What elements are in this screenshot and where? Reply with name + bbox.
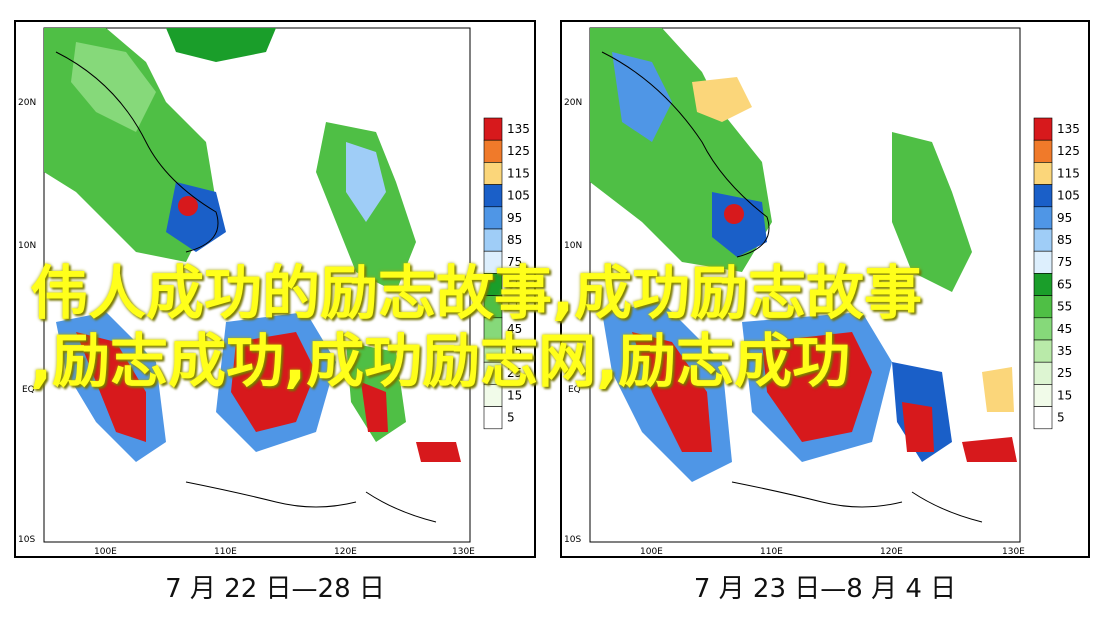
legend-swatch xyxy=(1033,162,1053,185)
map-panel-right: 20N 10N EQ 10S 100E 110E 120E 130E 135 12… xyxy=(560,20,1090,558)
legend-label: 85 xyxy=(507,233,522,247)
precip-field xyxy=(44,28,461,462)
legend-label: 65 xyxy=(507,277,522,291)
legend-label: 115 xyxy=(1057,166,1080,180)
caption-left: 7 月 22 日—28 日 xyxy=(165,574,385,604)
legend-label: 75 xyxy=(1057,255,1072,269)
lat-label: 20N xyxy=(18,98,36,108)
legend-swatch xyxy=(483,406,503,430)
legend-label: 5 xyxy=(507,411,515,425)
legend-swatch xyxy=(483,117,503,141)
legend-swatch xyxy=(483,339,503,363)
lon-label: 110E xyxy=(760,547,783,556)
legend-label: 25 xyxy=(1057,366,1072,380)
legend-label: 25 xyxy=(507,366,522,380)
coastlines xyxy=(55,51,437,523)
color-legend: 135 125 115 105 95 85 75 65 55 45 35 25 15 5 xyxy=(483,117,530,430)
lon-label: 120E xyxy=(334,547,357,556)
legend-label: 125 xyxy=(1057,144,1080,158)
legend-swatch xyxy=(1033,117,1053,141)
legend-swatch xyxy=(1033,228,1053,252)
legend-swatch xyxy=(1033,184,1053,208)
lat-label: 10S xyxy=(564,535,581,545)
legend-swatch xyxy=(1033,139,1053,163)
legend-swatch xyxy=(1033,206,1053,230)
legend-swatch xyxy=(483,139,503,163)
caption-right: 7 月 23 日—8 月 4 日 xyxy=(693,574,957,604)
lon-label: 120E xyxy=(880,547,903,556)
legend-swatch xyxy=(1033,317,1053,341)
map-right-svg: 20N 10N EQ 10S 100E 110E 120E 130E 135 12… xyxy=(564,27,1080,556)
legend-label: 135 xyxy=(1057,122,1080,136)
legend-swatch xyxy=(483,295,503,319)
legend-swatch xyxy=(483,228,503,252)
legend-swatch xyxy=(1033,384,1053,407)
legend-swatch xyxy=(483,184,503,208)
lon-label: 100E xyxy=(640,547,663,556)
legend-label: 45 xyxy=(507,322,522,336)
legend-label: 125 xyxy=(507,144,530,158)
legend-label: 5 xyxy=(1057,411,1065,425)
lat-label: 10N xyxy=(564,241,582,251)
legend-label: 135 xyxy=(507,122,530,136)
legend-label: 115 xyxy=(507,166,530,180)
legend-swatch xyxy=(1033,295,1053,319)
legend-swatch xyxy=(1033,250,1053,274)
legend-label: 65 xyxy=(1057,277,1072,291)
legend-swatch xyxy=(1033,406,1053,430)
color-legend: 135 125 115 105 95 85 75 65 55 45 35 25 15 5 xyxy=(1033,117,1080,430)
lat-label: EQ xyxy=(22,385,35,395)
legend-swatch xyxy=(483,361,503,385)
legend-label: 75 xyxy=(507,255,522,269)
legend-label: 35 xyxy=(1057,344,1072,358)
legend-label: 105 xyxy=(507,189,530,203)
legend-swatch xyxy=(483,384,503,407)
legend-swatch xyxy=(483,162,503,185)
map-left-svg: 20N 10N EQ 10S 100E 110E 120E 130E 135 12… xyxy=(18,27,530,556)
legend-label: 45 xyxy=(1057,322,1072,336)
legend-label: 95 xyxy=(507,211,522,225)
lon-label: 130E xyxy=(452,547,475,556)
legend-label: 105 xyxy=(1057,189,1080,203)
legend-label: 85 xyxy=(1057,233,1072,247)
legend-label: 15 xyxy=(507,388,522,402)
lat-label: 10S xyxy=(18,535,35,545)
legend-swatch xyxy=(483,273,503,296)
lat-label: 20N xyxy=(564,98,582,108)
legend-label: 35 xyxy=(507,344,522,358)
lon-label: 100E xyxy=(94,547,117,556)
legend-label: 55 xyxy=(1057,300,1072,314)
lat-label: 10N xyxy=(18,241,36,251)
legend-swatch xyxy=(483,206,503,230)
legend-swatch xyxy=(1033,273,1053,296)
lat-label: EQ xyxy=(568,385,581,395)
legend-label: 95 xyxy=(1057,211,1072,225)
legend-label: 15 xyxy=(1057,388,1072,402)
legend-swatch xyxy=(1033,339,1053,363)
precip-field xyxy=(590,28,1017,482)
legend-label: 55 xyxy=(507,300,522,314)
coastlines xyxy=(601,51,983,523)
map-panel-left: 20N 10N EQ 10S 100E 110E 120E 130E 135 12… xyxy=(14,20,536,558)
legend-swatch xyxy=(483,250,503,274)
lon-label: 130E xyxy=(1002,547,1025,556)
legend-swatch xyxy=(483,317,503,341)
lon-label: 110E xyxy=(214,547,237,556)
legend-swatch xyxy=(1033,361,1053,385)
